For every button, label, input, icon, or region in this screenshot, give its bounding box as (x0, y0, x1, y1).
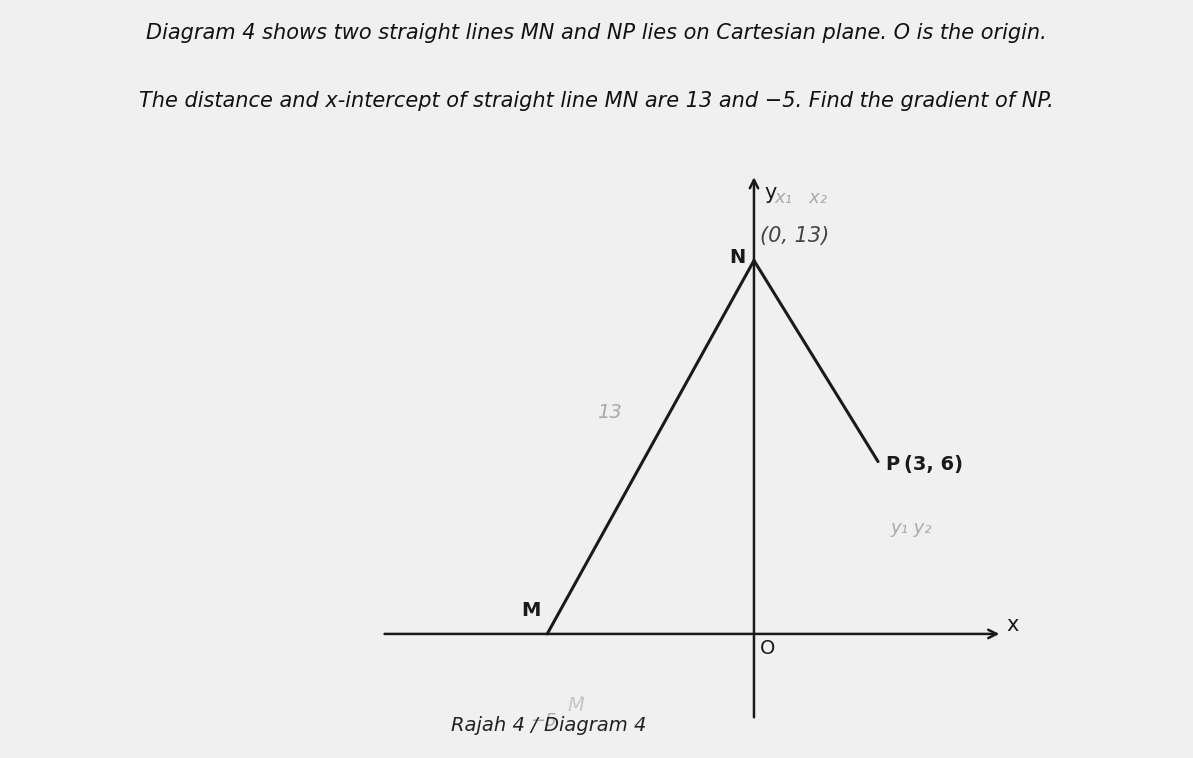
Text: y₁ y₂: y₁ y₂ (890, 519, 932, 537)
Text: N: N (729, 248, 746, 267)
Text: Rajah 4 / Diagram 4: Rajah 4 / Diagram 4 (451, 716, 647, 735)
Text: (0, 13): (0, 13) (760, 226, 829, 246)
Text: O: O (760, 639, 775, 658)
Text: x₁   x₂: x₁ x₂ (774, 189, 828, 207)
Text: The distance and x-intercept of straight line MN are 13 and −5. Find the gradien: The distance and x-intercept of straight… (140, 91, 1053, 111)
Text: M: M (521, 600, 540, 619)
Text: −5: −5 (530, 712, 556, 730)
Text: P (3, 6): P (3, 6) (886, 455, 963, 474)
Text: y: y (765, 183, 777, 203)
Text: x: x (1006, 615, 1019, 635)
Text: 13: 13 (596, 403, 622, 422)
Text: Diagram 4 shows two straight lines MN and NP lies on Cartesian plane. O is the o: Diagram 4 shows two straight lines MN an… (146, 23, 1047, 42)
Text: Ṁ: Ṁ (568, 697, 585, 716)
